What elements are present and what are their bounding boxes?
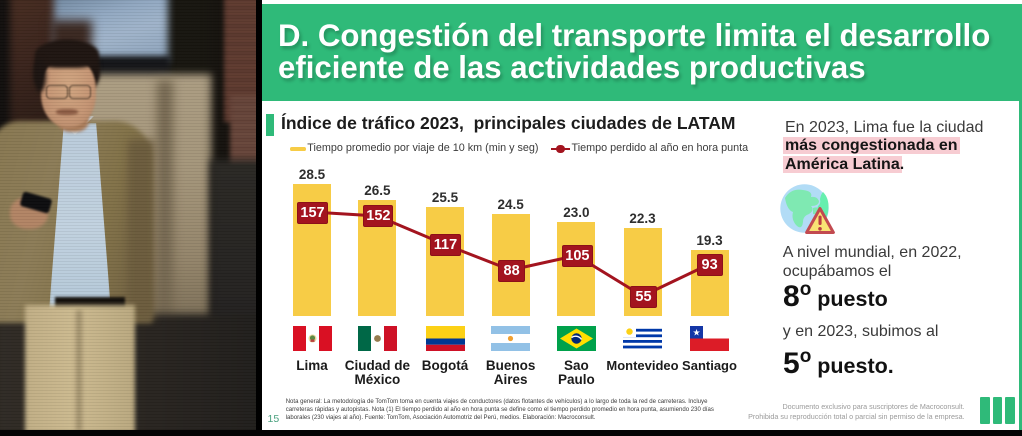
- svg-text:★: ★: [692, 328, 700, 338]
